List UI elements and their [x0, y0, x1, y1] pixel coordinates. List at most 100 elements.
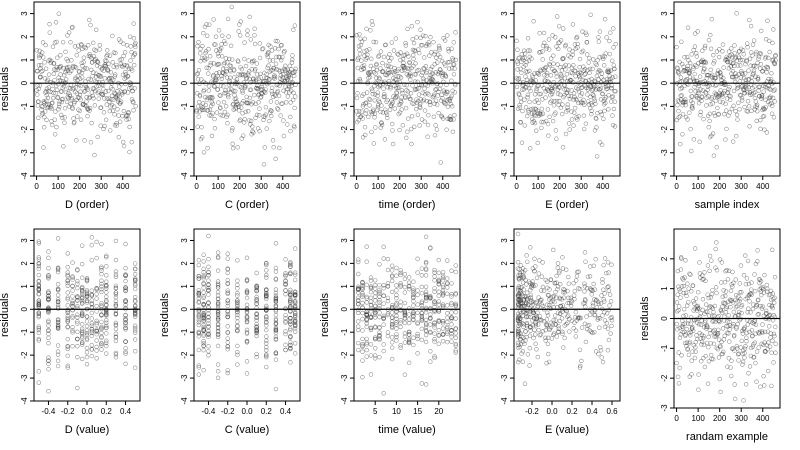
data-point	[571, 326, 576, 331]
data-point	[528, 245, 533, 250]
data-point	[532, 71, 537, 76]
data-point	[423, 310, 429, 315]
data-point	[354, 95, 360, 101]
data-point	[524, 59, 529, 65]
data-point	[273, 336, 279, 342]
data-point	[264, 52, 270, 57]
data-point	[516, 291, 521, 296]
data-point	[113, 269, 119, 274]
data-point	[538, 49, 543, 55]
data-point	[534, 347, 539, 352]
data-point	[442, 38, 448, 43]
data-point	[709, 305, 714, 310]
data-point	[254, 327, 259, 332]
data-point	[387, 70, 393, 75]
data-point	[84, 314, 90, 319]
data-point	[104, 340, 109, 346]
data-point	[373, 39, 379, 45]
data-point	[586, 60, 591, 65]
data-point	[58, 53, 63, 58]
data-point	[273, 269, 279, 274]
data-point	[744, 335, 749, 340]
x-tick-label: 300	[575, 182, 589, 191]
data-point	[376, 54, 381, 59]
data-point	[36, 330, 42, 336]
data-point	[440, 96, 445, 101]
points	[354, 19, 458, 165]
data-point	[713, 285, 719, 290]
data-point	[547, 114, 552, 120]
data-point	[608, 30, 613, 35]
data-point	[368, 327, 374, 333]
data-point	[36, 291, 42, 296]
data-point	[356, 327, 361, 333]
data-point	[199, 55, 205, 61]
data-point	[39, 69, 44, 74]
data-point	[62, 120, 67, 125]
data-point	[557, 85, 562, 90]
data-point	[75, 336, 80, 342]
data-point	[211, 17, 216, 22]
data-point	[199, 125, 204, 130]
data-point	[206, 285, 211, 291]
data-point	[274, 100, 280, 105]
data-point	[688, 126, 693, 132]
data-point	[516, 360, 521, 365]
y-tick-label: -2	[500, 351, 509, 359]
data-point	[84, 276, 90, 281]
data-point	[711, 309, 716, 315]
data-point	[79, 335, 85, 341]
data-point	[722, 293, 728, 299]
data-point	[206, 233, 211, 239]
data-point	[387, 107, 393, 112]
data-point	[545, 351, 551, 357]
data-point	[267, 77, 272, 82]
data-point	[445, 326, 450, 331]
data-point	[206, 88, 212, 93]
data-point	[120, 72, 126, 78]
data-point	[292, 246, 298, 251]
data-point	[518, 337, 523, 342]
data-point	[53, 20, 59, 25]
data-point	[702, 45, 708, 51]
data-point	[244, 319, 250, 325]
data-point	[557, 311, 563, 317]
data-point	[113, 302, 119, 307]
data-point	[239, 105, 244, 110]
data-point	[268, 108, 273, 113]
x-axis-label: randam example	[686, 431, 768, 443]
data-point	[75, 305, 80, 311]
data-point	[581, 126, 587, 132]
data-point	[730, 55, 735, 60]
data-point	[224, 75, 230, 80]
data-point	[210, 111, 215, 116]
data-point	[102, 76, 108, 81]
data-point	[36, 241, 42, 246]
data-point	[373, 346, 378, 351]
data-point	[226, 94, 231, 100]
data-point	[377, 282, 382, 288]
data-point	[535, 108, 540, 113]
data-point	[406, 312, 412, 317]
data-point	[361, 63, 367, 68]
data-point	[396, 52, 401, 57]
data-point	[434, 102, 440, 107]
y-tick-label: -2	[340, 125, 349, 133]
data-point	[561, 26, 566, 31]
data-point	[252, 33, 257, 38]
data-point	[46, 331, 51, 337]
data-point	[113, 334, 119, 340]
data-point	[263, 104, 269, 110]
data-point	[46, 358, 51, 364]
x-axis-label: sample index	[695, 199, 760, 211]
data-point	[260, 46, 266, 51]
data-point	[725, 319, 730, 324]
data-point	[537, 332, 542, 338]
data-point	[736, 309, 742, 315]
data-point	[89, 323, 95, 328]
data-point	[132, 349, 138, 354]
data-point	[108, 70, 114, 75]
data-point	[566, 274, 571, 280]
data-point	[215, 368, 221, 374]
data-point	[264, 352, 269, 357]
